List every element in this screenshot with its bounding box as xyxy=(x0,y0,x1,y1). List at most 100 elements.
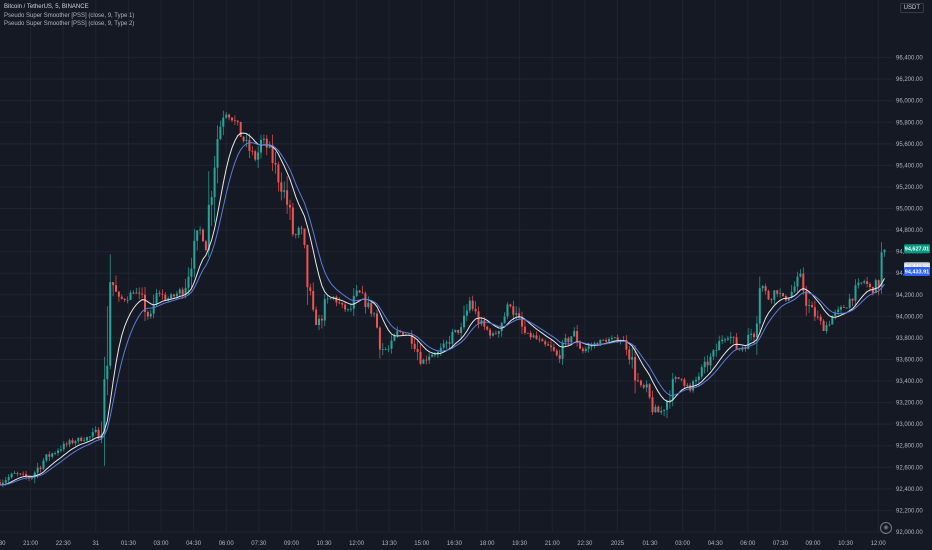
candle-body xyxy=(428,356,431,361)
candle-body xyxy=(558,355,561,359)
candle-body xyxy=(231,117,233,121)
candle-body xyxy=(45,454,48,461)
candle-body xyxy=(816,316,819,318)
y-tick-label: 96,200.00 xyxy=(896,77,923,83)
candle-body xyxy=(613,337,616,339)
candle-body xyxy=(761,286,764,289)
candle-body xyxy=(196,230,199,241)
candle-body xyxy=(463,315,465,328)
candle-body xyxy=(254,151,257,160)
candle-body xyxy=(700,367,703,377)
candle-body xyxy=(25,473,28,477)
candle-body xyxy=(674,377,677,379)
candle-body xyxy=(262,138,265,140)
candle-body xyxy=(834,312,837,316)
y-tick-label: 96,400.00 xyxy=(896,56,923,62)
x-tick-label: 06:00 xyxy=(740,541,756,547)
candle-body xyxy=(741,347,744,350)
x-tick-label: 12:00 xyxy=(871,541,887,547)
candle-body xyxy=(683,379,686,386)
candle-body xyxy=(77,437,80,442)
candle-body xyxy=(318,318,320,325)
candle-body xyxy=(355,290,358,297)
candle-body xyxy=(120,296,123,299)
candle-body xyxy=(442,343,445,348)
candle-body xyxy=(216,139,219,168)
candle-body xyxy=(648,384,651,398)
price-tag-label: 94,433.91 xyxy=(905,270,929,276)
candle-body xyxy=(454,329,457,332)
candle-body xyxy=(851,298,854,301)
candle-body xyxy=(74,441,77,444)
candle-body xyxy=(555,350,558,356)
candle-body xyxy=(48,454,51,457)
candle-body xyxy=(871,286,874,294)
candle-body xyxy=(750,333,753,335)
candle-body xyxy=(581,348,584,352)
candle-body xyxy=(265,138,268,148)
candle-body xyxy=(164,294,167,301)
candle-body xyxy=(103,379,106,435)
candle-body xyxy=(448,342,451,344)
candle-body xyxy=(535,335,538,339)
candle-body xyxy=(787,297,790,301)
candle-body xyxy=(439,347,442,352)
candle-body xyxy=(167,298,170,301)
x-tick-label: 03:00 xyxy=(675,541,691,547)
candle-body xyxy=(413,343,416,349)
x-tick-label: 21:00 xyxy=(545,541,561,547)
candle-body xyxy=(33,472,36,478)
candle-body xyxy=(689,384,692,391)
candle-body xyxy=(115,285,117,292)
x-tick-label: 09:00 xyxy=(805,541,821,547)
candle-body xyxy=(297,227,300,235)
y-tick-label: 94,200.00 xyxy=(896,293,923,299)
indicator-legend-type2[interactable]: Pseudo Super Smoother [PSS] (close, 9, T… xyxy=(4,21,135,27)
candle-body xyxy=(880,252,883,287)
candle-body xyxy=(642,385,645,388)
candle-body xyxy=(677,377,680,379)
chart-grid xyxy=(0,0,893,533)
candle-body xyxy=(845,307,848,309)
candle-body xyxy=(526,332,529,334)
pss-type2-line xyxy=(0,142,885,486)
candle-body xyxy=(384,349,387,350)
candle-body xyxy=(825,325,828,331)
candle-body xyxy=(451,331,454,344)
candle-body xyxy=(16,473,19,474)
candle-body xyxy=(352,296,355,309)
currency-button[interactable]: USDT xyxy=(899,3,924,13)
candle-body xyxy=(729,336,732,339)
candle-body xyxy=(161,293,164,295)
candle-body xyxy=(796,276,799,287)
candle-body xyxy=(616,337,619,342)
tradingview-logo-icon[interactable]: ◉ xyxy=(880,522,892,534)
candle-body xyxy=(22,473,25,475)
x-tick-label: 04:30 xyxy=(708,541,724,547)
candle-body xyxy=(874,280,877,294)
indicator-legend-type1[interactable]: Pseudo Super Smoother [PSS] (close, 9, T… xyxy=(4,12,135,19)
y-tick-label: 92,000.00 xyxy=(896,530,923,536)
candle-body xyxy=(628,349,631,360)
candle-body xyxy=(668,400,671,402)
y-tick-label: 93,600.00 xyxy=(896,357,923,363)
candle-body xyxy=(587,346,590,349)
x-tick-label: 10:30 xyxy=(316,541,332,547)
candle-body xyxy=(831,315,834,325)
candle-body xyxy=(358,290,361,293)
candle-body xyxy=(367,302,370,308)
y-tick-label: 93,400.00 xyxy=(896,379,923,385)
candle-body xyxy=(744,347,747,350)
candle-body xyxy=(393,335,396,341)
x-tick-label: 07:30 xyxy=(251,541,267,547)
price-axis[interactable]: 92,000.00 92,200.00 92,400.00 92,600.00 92,8… xyxy=(896,56,923,536)
candle-body xyxy=(770,299,773,301)
time-axis[interactable]: 19:30 21:00 22:30 31 01:30 03:00 04:30 06:00 07:… xyxy=(0,541,886,547)
candle-body xyxy=(170,294,173,299)
symbol-title[interactable]: Bitcoin / TetherUS, 5, BINANCE xyxy=(4,4,89,10)
candle-body xyxy=(109,282,112,366)
candle-body xyxy=(86,437,88,441)
candle-body xyxy=(233,120,236,122)
